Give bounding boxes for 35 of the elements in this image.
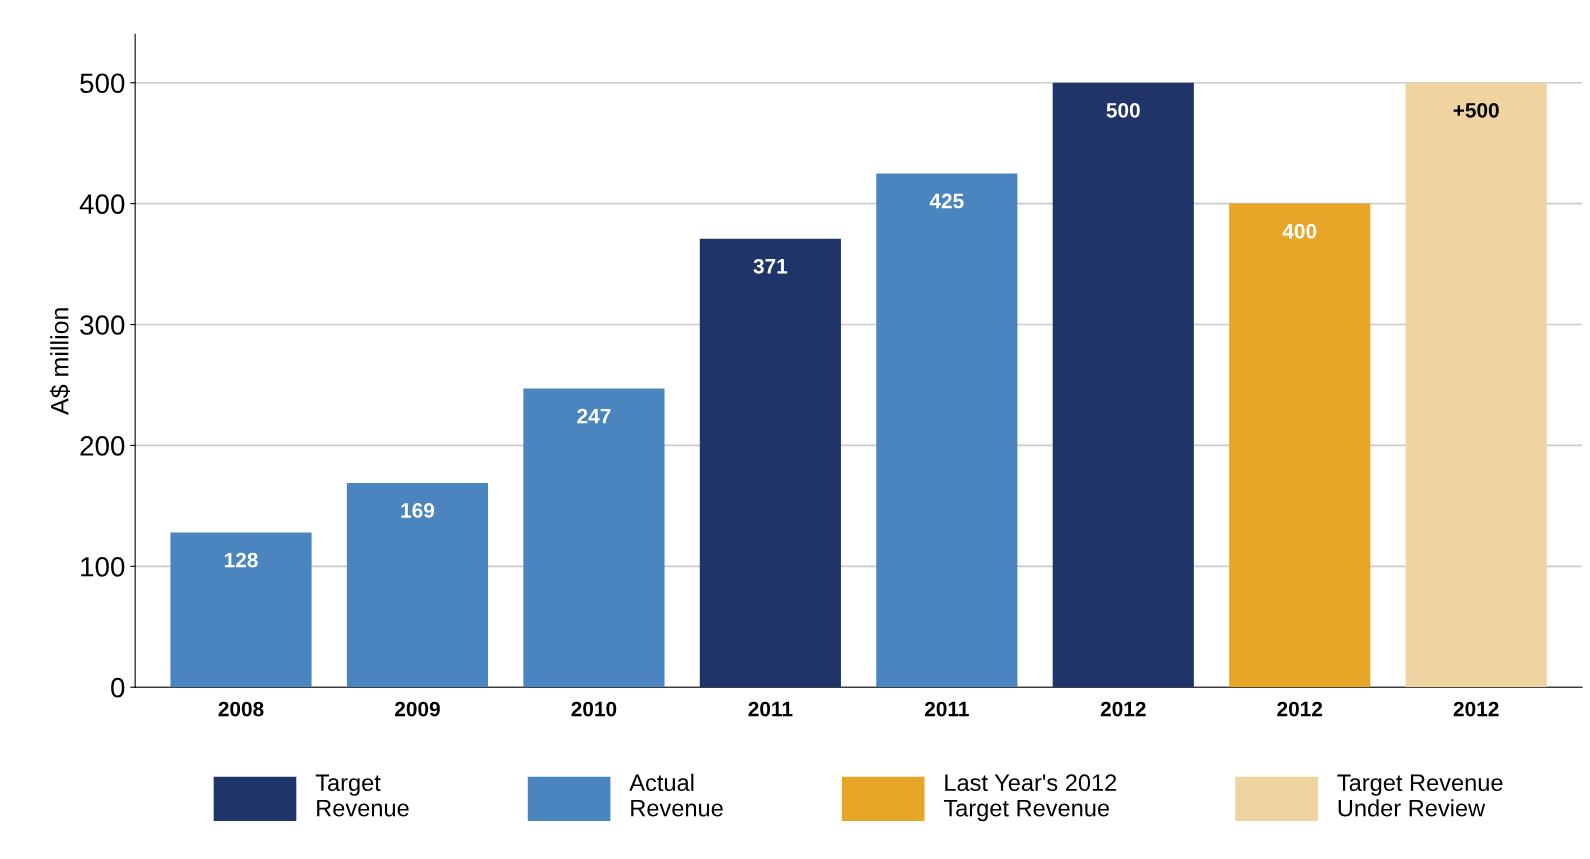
data-label: 400 [1282, 223, 1317, 239]
bar [1229, 203, 1371, 688]
y-tick-label: 300 [80, 315, 125, 335]
bar [1052, 82, 1194, 688]
y-tick-label: 400 [79, 194, 125, 214]
x-tick-label: 2012 [1453, 701, 1499, 717]
x-tick-label: 2012 [1277, 701, 1323, 717]
x-tick-label: 2011 [924, 701, 969, 717]
legend-label: Target Revenue [315, 774, 409, 817]
data-label: 247 [577, 408, 611, 424]
x-tick-label: 2011 [748, 701, 793, 717]
bar [699, 238, 841, 688]
x-tick-label: 2012 [1100, 701, 1146, 717]
y-tick-label: 500 [80, 73, 125, 94]
data-label: 169 [401, 503, 435, 518]
x-tick-label: 2008 [218, 701, 264, 717]
bar [1405, 82, 1547, 688]
legend-label: Last Year's 2012 Target Revenue [943, 774, 1117, 822]
legend-label: Actual Revenue [629, 773, 723, 817]
y-axis-title: A$ million [49, 308, 71, 415]
data-label: 128 [224, 552, 258, 568]
bar [523, 388, 665, 688]
data-label: +500 [1453, 102, 1499, 118]
y-tick-label: 0 [111, 677, 125, 698]
x-tick-label: 2009 [395, 701, 440, 717]
bar [876, 173, 1018, 688]
data-label: 500 [1106, 102, 1140, 118]
data-label: 371 [753, 258, 788, 274]
x-tick-label: 2010 [571, 701, 617, 717]
data-label: 425 [929, 193, 964, 209]
y-tick-label: 200 [80, 436, 125, 456]
bar [170, 532, 312, 688]
y-tick-label: 100 [81, 556, 125, 577]
legend-label: Target Revenue Under Review [1337, 774, 1503, 817]
bar [346, 482, 489, 688]
